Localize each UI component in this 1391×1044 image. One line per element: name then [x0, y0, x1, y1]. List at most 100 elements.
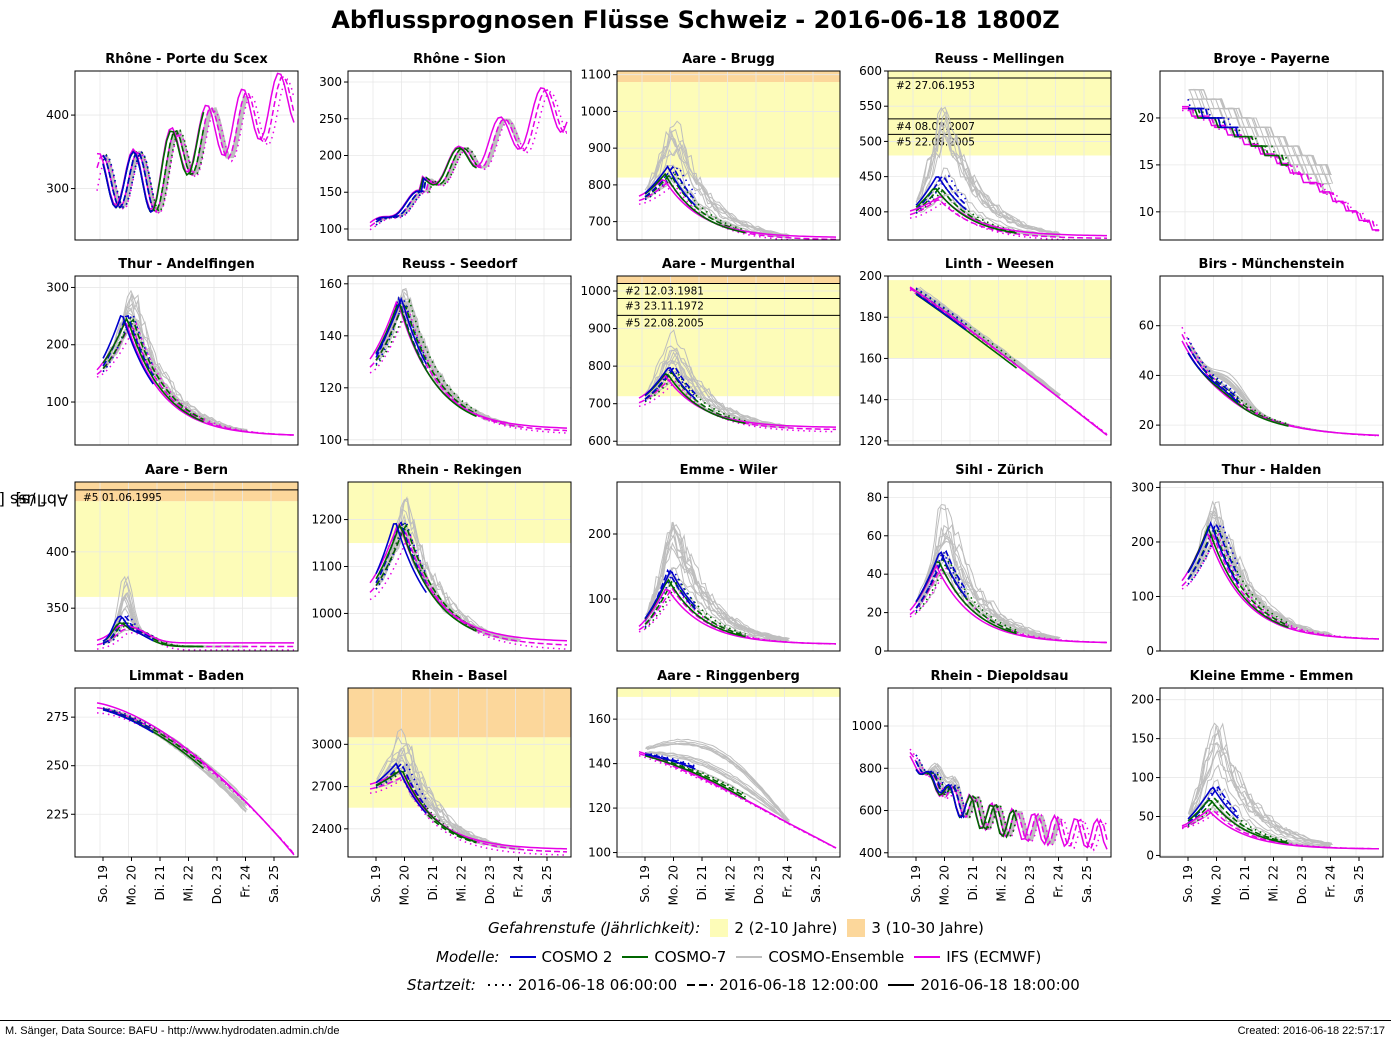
panel-13: Emme - Wiler 100 200 — [588, 463, 841, 652]
x-tick-label: Do. 23 — [752, 865, 766, 904]
ensemble-member-line — [1190, 743, 1332, 845]
plot-frame — [887, 275, 1112, 446]
y-tick-label: 1100 — [311, 560, 342, 574]
plot-area: #5 01.06.1995 — [75, 482, 298, 651]
y-tick-label: 500 — [859, 134, 882, 148]
y-tick-label: 20 — [867, 606, 882, 620]
plot-area — [888, 688, 1111, 857]
ensemble-member-line — [648, 562, 790, 642]
cosmo7-line — [375, 301, 477, 418]
danger-band-3 — [617, 71, 840, 83]
ensemble-member-line — [378, 291, 521, 426]
cosmo2-line — [375, 297, 428, 365]
ensemble-member-line — [646, 751, 788, 821]
danger-band-2 — [617, 688, 840, 697]
swatch-level-2 — [710, 919, 729, 937]
panel-title: Rhein - Rekingen — [397, 463, 522, 478]
y-tick-label: 600 — [859, 804, 882, 818]
cosmo2-line — [102, 314, 154, 385]
y-tick-label: 150 — [319, 185, 342, 199]
ifs-line — [909, 201, 1108, 240]
legend-label-level-3: 3 (10-30 Jahre) — [871, 919, 984, 937]
y-tick-label: 200 — [1131, 693, 1154, 707]
y-tick-label: 700 — [588, 397, 611, 411]
y-tick-label: 120 — [319, 381, 342, 395]
ensemble-member-line — [379, 763, 521, 850]
x-tick-label: Sa. 25 — [809, 865, 823, 903]
panel-5: Broye - Payerne 10 15 20 — [1139, 52, 1384, 241]
legend-label-ifs: IFS (ECMWF) — [946, 948, 1042, 966]
cosmo2-line — [644, 166, 696, 201]
ensemble-member-line — [1191, 98, 1334, 184]
legend-label-start-06: 2016-06-18 06:00:00 — [517, 976, 678, 994]
plot-background — [1160, 482, 1383, 651]
x-tick-label: Fr. 24 — [781, 865, 795, 898]
cosmo2-line — [644, 569, 696, 619]
ifs-line — [96, 624, 294, 644]
y-tick-label: 400 — [859, 205, 882, 219]
ifs-line — [1181, 533, 1380, 640]
y-tick-label: 2700 — [311, 780, 342, 794]
y-tick-label: 80 — [867, 490, 882, 504]
y-tick-label: 200 — [1131, 535, 1154, 549]
y-tick-label: 120 — [859, 434, 882, 448]
ensemble-member-line — [1190, 725, 1333, 844]
y-tick-label: 40 — [1139, 368, 1154, 382]
plot-area — [348, 71, 571, 240]
cosmo7-line — [102, 316, 204, 423]
x-tick-label: Mo. 20 — [938, 865, 952, 905]
x-tick-label: Sa. 25 — [1080, 865, 1094, 903]
panel-9: Linth - Weesen 120 140 160 180 200 — [859, 257, 1112, 448]
legend-label-ensemble: COSMO-Ensemble — [768, 948, 905, 966]
plot-area — [617, 482, 840, 651]
cosmo2-line — [375, 522, 427, 594]
cosmo2-line — [644, 570, 696, 628]
plot-area — [1160, 71, 1383, 240]
cosmo2-line — [102, 708, 154, 731]
ifs-line — [909, 286, 1108, 436]
y-tick-label: 450 — [859, 170, 882, 184]
plot-area — [888, 276, 1111, 445]
y-tick-label: 40 — [867, 567, 882, 581]
y-tick-label: 120 — [588, 801, 611, 815]
plot-frame — [616, 687, 841, 858]
x-tick-label: Do. 23 — [210, 865, 224, 904]
cosmo2-line — [644, 753, 696, 770]
plot-area — [75, 688, 298, 857]
x-tick-label: So. 19 — [1181, 865, 1195, 903]
plot-frame — [887, 70, 1112, 241]
plot-frame — [616, 275, 841, 446]
ifs-line — [96, 632, 294, 651]
y-tick-label: 600 — [588, 434, 611, 448]
y-tick-label: 140 — [319, 329, 342, 343]
cosmo2-line — [102, 314, 154, 377]
legend-label-level-2: 2 (2-10 Jahre) — [734, 919, 838, 937]
ensemble-member-line — [1190, 516, 1333, 635]
panel-4: Reuss - Mellingen #2 27.06.1953 #4 08.08.2… — [859, 52, 1112, 241]
plot-area — [75, 71, 298, 240]
y-tick-label: 350 — [46, 601, 69, 615]
historic-mark-label: #4 08.08.2007 — [896, 121, 975, 133]
cosmo2-line — [915, 293, 967, 331]
cosmo7-line — [1187, 529, 1289, 627]
legend-item-ensemble: COSMO-Ensemble — [736, 948, 904, 966]
panel-title: Linth - Weesen — [945, 257, 1054, 272]
x-tick-label: Do. 23 — [1023, 865, 1037, 904]
legend-gefahr: Gefahrenstufe (Jährlichkeit): 2 (2-10 Ja… — [488, 919, 994, 937]
y-tick-label: 900 — [588, 322, 611, 336]
cosmo2-line — [1187, 786, 1239, 820]
y-tick-label: 3000 — [311, 737, 342, 751]
legend-label-cosmo7: COSMO-7 — [654, 948, 727, 966]
plot-frame — [616, 70, 841, 241]
y-tick-label: 1000 — [580, 104, 611, 118]
ifs-line — [909, 752, 1108, 851]
plot-background — [75, 688, 298, 857]
y-tick-label: 160 — [859, 351, 882, 365]
cosmo7-line — [644, 753, 746, 798]
legend-label-cosmo2: COSMO 2 — [541, 948, 613, 966]
x-tick-label: Mi. 22 — [1267, 865, 1281, 902]
y-tick-label: 150 — [1131, 732, 1154, 746]
x-tick-label: Di. 21 — [426, 865, 440, 900]
y-tick-label: 225 — [46, 807, 69, 821]
x-tick-label: Fr. 24 — [1324, 865, 1338, 898]
